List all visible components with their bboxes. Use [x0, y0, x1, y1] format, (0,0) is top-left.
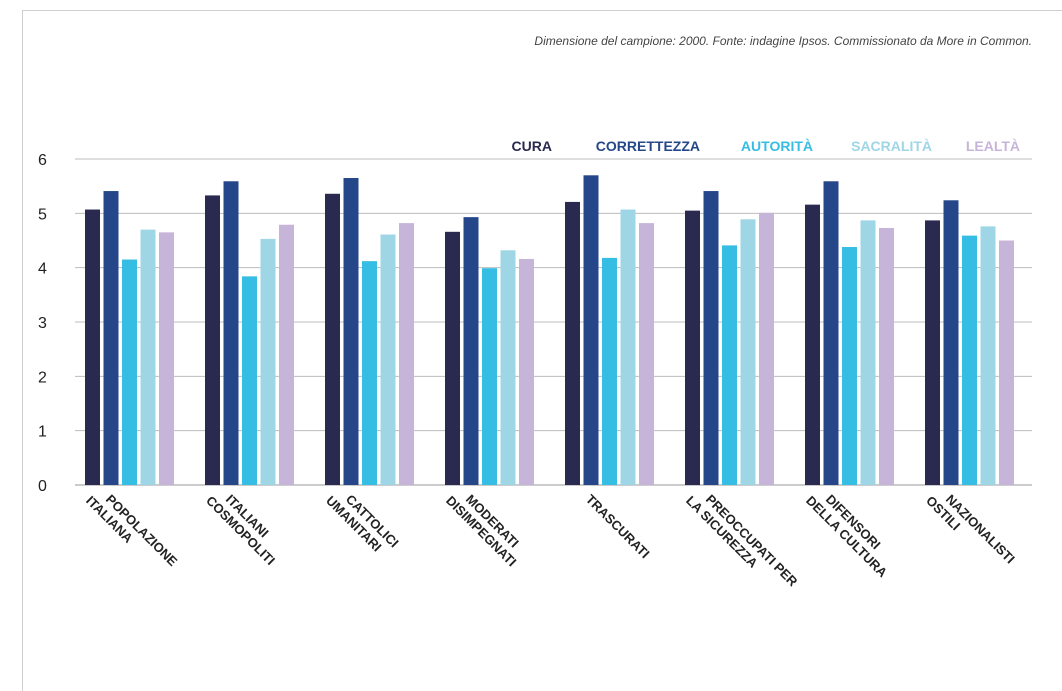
x-axis: POPOLAZIONEITALIANA ITALIANICOSMOPOLITI CA… [83, 482, 1018, 600]
x-tick-label: PREOCCUPATI PERLA SICUREZZA [683, 482, 801, 600]
bar [500, 250, 516, 485]
legend-entry: LEALTÀ [966, 138, 1020, 154]
bar [805, 204, 820, 485]
source-note: Dimensione del campione: 2000. Fonte: in… [534, 34, 1032, 48]
x-tick-label: DIFENSORIDELLA CULTURA [803, 482, 901, 580]
y-tick-label: 4 [38, 261, 47, 278]
bar [362, 261, 377, 485]
legend: CURA CORRETTEZZA AUTORITÀ SACRALITÀ LEALTÀ [512, 138, 1020, 154]
bar [999, 240, 1014, 485]
bar [925, 220, 940, 485]
bar [980, 226, 996, 485]
bar [519, 258, 534, 485]
bar [860, 220, 876, 485]
bar [722, 245, 737, 485]
bar [703, 191, 719, 485]
legend-entry: AUTORITÀ [741, 138, 813, 154]
bar [140, 229, 156, 485]
bar [159, 232, 174, 485]
bar [242, 276, 257, 485]
bar [260, 238, 276, 485]
bar [85, 209, 100, 485]
x-tick-label: ITALIANICOSMOPOLITI [203, 482, 289, 568]
legend-entry: SACRALITÀ [851, 138, 932, 154]
bar [482, 268, 497, 485]
bar [103, 191, 119, 485]
bar [962, 235, 977, 485]
bar [823, 181, 839, 485]
bar [122, 259, 137, 485]
bar [842, 247, 857, 485]
y-tick-label: 1 [38, 424, 47, 441]
x-tick-label: POPOLAZIONEITALIANA [83, 482, 181, 580]
bar [279, 224, 294, 485]
x-tick-label: TRASCURATI [583, 492, 653, 562]
bar [620, 209, 636, 485]
bar [879, 228, 894, 485]
bar [325, 193, 340, 486]
bar [445, 231, 460, 485]
y-tick-label: 6 [38, 152, 47, 169]
y-tick-label: 3 [38, 315, 47, 332]
bar [223, 181, 239, 485]
bar [759, 212, 774, 486]
x-tick-label: NAZIONALISTIOSTILI [923, 482, 1018, 577]
bar [685, 210, 700, 485]
legend-entry: CORRETTEZZA [596, 138, 700, 154]
legend-entry: CURA [512, 138, 552, 154]
bar [205, 195, 220, 486]
chart-frame [22, 10, 1062, 691]
bar [399, 223, 414, 485]
bar [740, 219, 756, 485]
bar [343, 178, 359, 485]
bar [583, 175, 599, 486]
y-tick-label: 5 [38, 206, 47, 223]
x-tick-label: MODERATIDISIMPEGNATI [443, 482, 530, 569]
y-axis: 0 1 2 3 4 5 6 [38, 152, 47, 495]
bar [380, 234, 396, 485]
y-tick-label: 0 [38, 478, 47, 495]
y-tick-label: 2 [38, 369, 47, 386]
bar [602, 257, 617, 485]
bar [639, 223, 654, 485]
bar [943, 200, 959, 485]
bars [85, 175, 1014, 486]
bar [463, 217, 479, 486]
x-tick-label: CATTOLICIUMANITARI [323, 482, 402, 561]
bar [565, 201, 580, 485]
